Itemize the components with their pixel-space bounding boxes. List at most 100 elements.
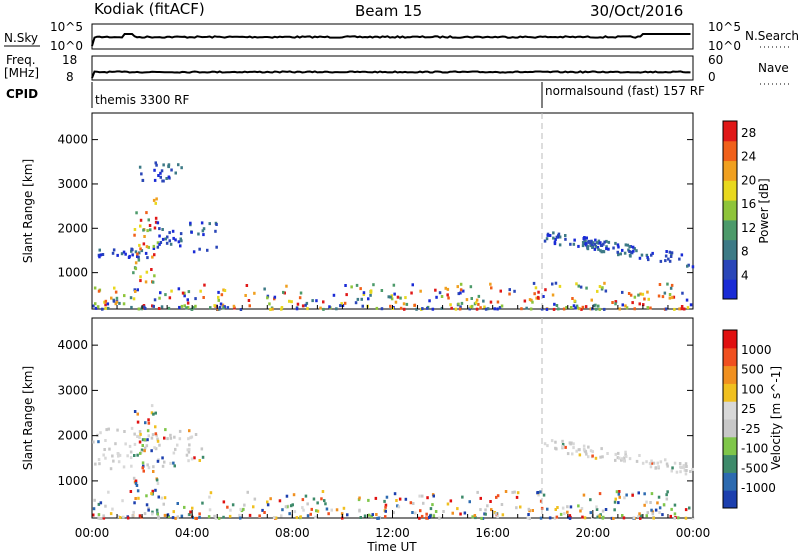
scatter-point: [107, 306, 110, 310]
scatter-point: [591, 515, 594, 519]
scatter-point: [489, 500, 492, 503]
scatter-point: [483, 305, 486, 309]
scatter-point: [232, 304, 236, 308]
scatter-point: [449, 303, 452, 307]
scatter-point: [201, 501, 204, 505]
scatter-point: [323, 499, 326, 503]
scatter-point: [121, 499, 124, 503]
scatter-point: [428, 514, 432, 518]
scatter-point: [606, 452, 609, 455]
scatter-point: [180, 304, 184, 308]
scatter-point: [489, 282, 492, 286]
scatter-point: [688, 506, 691, 510]
scatter-point: [143, 438, 146, 442]
scatter-point: [197, 232, 200, 236]
scatter-point: [216, 307, 219, 311]
scatter-point: [614, 241, 617, 245]
scatter-point: [191, 516, 194, 520]
scatter-point: [657, 294, 661, 298]
scatter-point: [628, 457, 632, 461]
scatter-point: [459, 291, 462, 295]
scatter-point: [370, 515, 373, 519]
scatter-point: [167, 306, 171, 310]
scatter-point: [179, 237, 182, 241]
scatter-point: [384, 509, 387, 513]
scatter-point: [145, 245, 149, 249]
scatter-point: [179, 244, 182, 248]
scatter-point: [504, 490, 508, 493]
scatter-point: [172, 451, 176, 455]
scatter-point: [476, 490, 479, 494]
date-title: 30/Oct/2016: [590, 2, 683, 20]
scatter-point: [266, 294, 270, 298]
scatter-point: [142, 469, 145, 473]
scatter-point: [404, 296, 407, 300]
scatter-point: [157, 495, 160, 499]
scatter-point: [133, 442, 137, 446]
scatter-point: [98, 255, 101, 259]
scatter-point: [671, 466, 674, 470]
scatter-point: [446, 502, 450, 506]
scatter-point: [129, 296, 133, 300]
scatter-point: [169, 433, 172, 437]
scatter-point: [135, 484, 139, 487]
scatter-point: [579, 509, 582, 513]
scatter-point: [573, 238, 576, 242]
scatter-point: [202, 233, 205, 237]
velocity-colorbar-tick: 1000: [741, 343, 772, 357]
scatter-point: [654, 466, 658, 470]
scatter-point: [98, 462, 101, 466]
scatter-point: [637, 491, 640, 495]
scatter-point: [367, 297, 370, 301]
scatter-point: [138, 430, 142, 433]
scatter-point: [554, 440, 557, 444]
scatter-point: [156, 241, 160, 245]
scatter-point: [141, 444, 144, 447]
scatter-point: [589, 243, 592, 247]
scatter-point: [226, 505, 229, 509]
scatter-point: [431, 307, 435, 311]
scatter-point: [639, 514, 643, 518]
scatter-point: [185, 306, 188, 310]
scatter-point: [649, 465, 653, 469]
scatter-point: [484, 508, 487, 512]
scatter-point: [180, 239, 183, 243]
scatter-point: [591, 243, 594, 247]
scatter-point: [673, 503, 677, 507]
scatter-point: [394, 300, 398, 304]
scatter-point: [195, 516, 198, 520]
scatter-point: [149, 228, 152, 232]
scatter-point: [673, 512, 677, 516]
scatter-point: [103, 300, 106, 304]
scatter-point: [134, 267, 138, 271]
scatter-point: [315, 509, 318, 513]
scatter-point: [147, 508, 150, 512]
scatter-point: [162, 163, 165, 167]
scatter-point: [138, 436, 141, 439]
scatter-point: [567, 515, 570, 519]
scatter-point: [426, 516, 429, 520]
scatter-point: [355, 283, 359, 287]
cpid-program-1: themis 3300 RF: [95, 93, 189, 107]
scatter-point: [679, 465, 682, 469]
scatter-point: [630, 251, 634, 255]
scatter-point: [564, 234, 567, 237]
scatter-point: [532, 281, 536, 285]
scatter-point: [344, 284, 347, 287]
scatter-point: [686, 264, 689, 268]
scatter-point: [449, 499, 453, 503]
scatter-point: [186, 306, 190, 309]
colorbar-segment: [723, 239, 737, 260]
scatter-point: [272, 516, 276, 519]
scatter-point: [627, 292, 631, 295]
scatter-point: [594, 307, 598, 311]
scatter-point: [177, 163, 180, 167]
scatter-point: [598, 492, 602, 496]
scatter-point: [194, 297, 197, 301]
scatter-point: [97, 502, 101, 506]
scatter-point: [554, 508, 557, 511]
scatter-point: [635, 459, 639, 463]
scatter-point: [638, 256, 642, 260]
freq-trace: [91, 70, 691, 79]
scatter-point: [206, 248, 209, 252]
